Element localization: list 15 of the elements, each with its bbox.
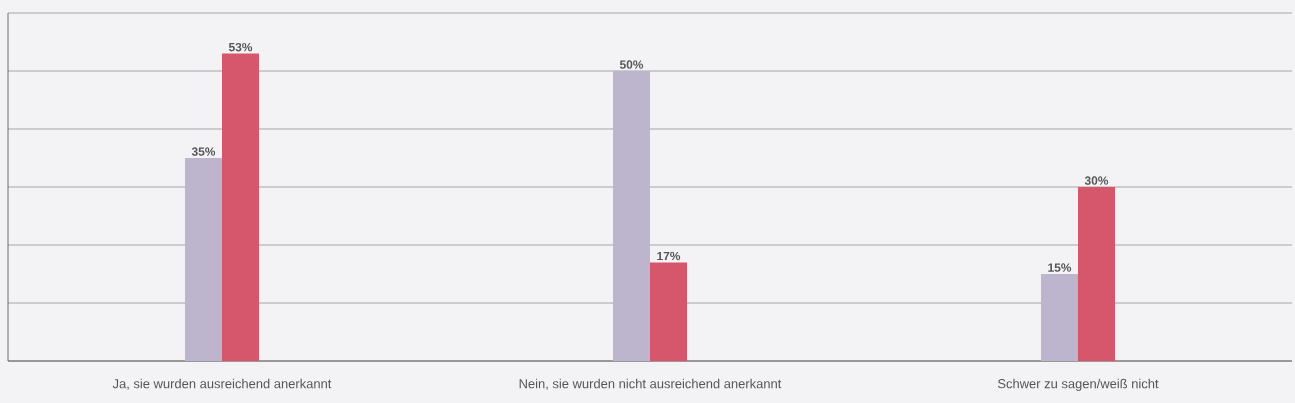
x-tick-label: Schwer zu sagen/weiß nicht	[997, 378, 1159, 391]
data-label: 17%	[657, 251, 681, 261]
bar	[185, 158, 222, 361]
data-label: 30%	[1084, 176, 1109, 185]
x-tick-label: Nein, sie wurden nicht ausreichend anerkannt	[519, 378, 782, 390]
bar	[1077, 187, 1115, 361]
data-label: 35%	[191, 147, 216, 156]
bar	[650, 262, 687, 361]
bar	[613, 71, 650, 361]
x-tick-label: Ja, sie wurden ausreichend anerkannt	[112, 378, 332, 390]
bar	[222, 53, 259, 361]
data-label: 50%	[619, 60, 644, 69]
bar	[1040, 274, 1078, 361]
data-label: 15%	[1048, 263, 1072, 272]
data-label: 53%	[228, 42, 253, 52]
